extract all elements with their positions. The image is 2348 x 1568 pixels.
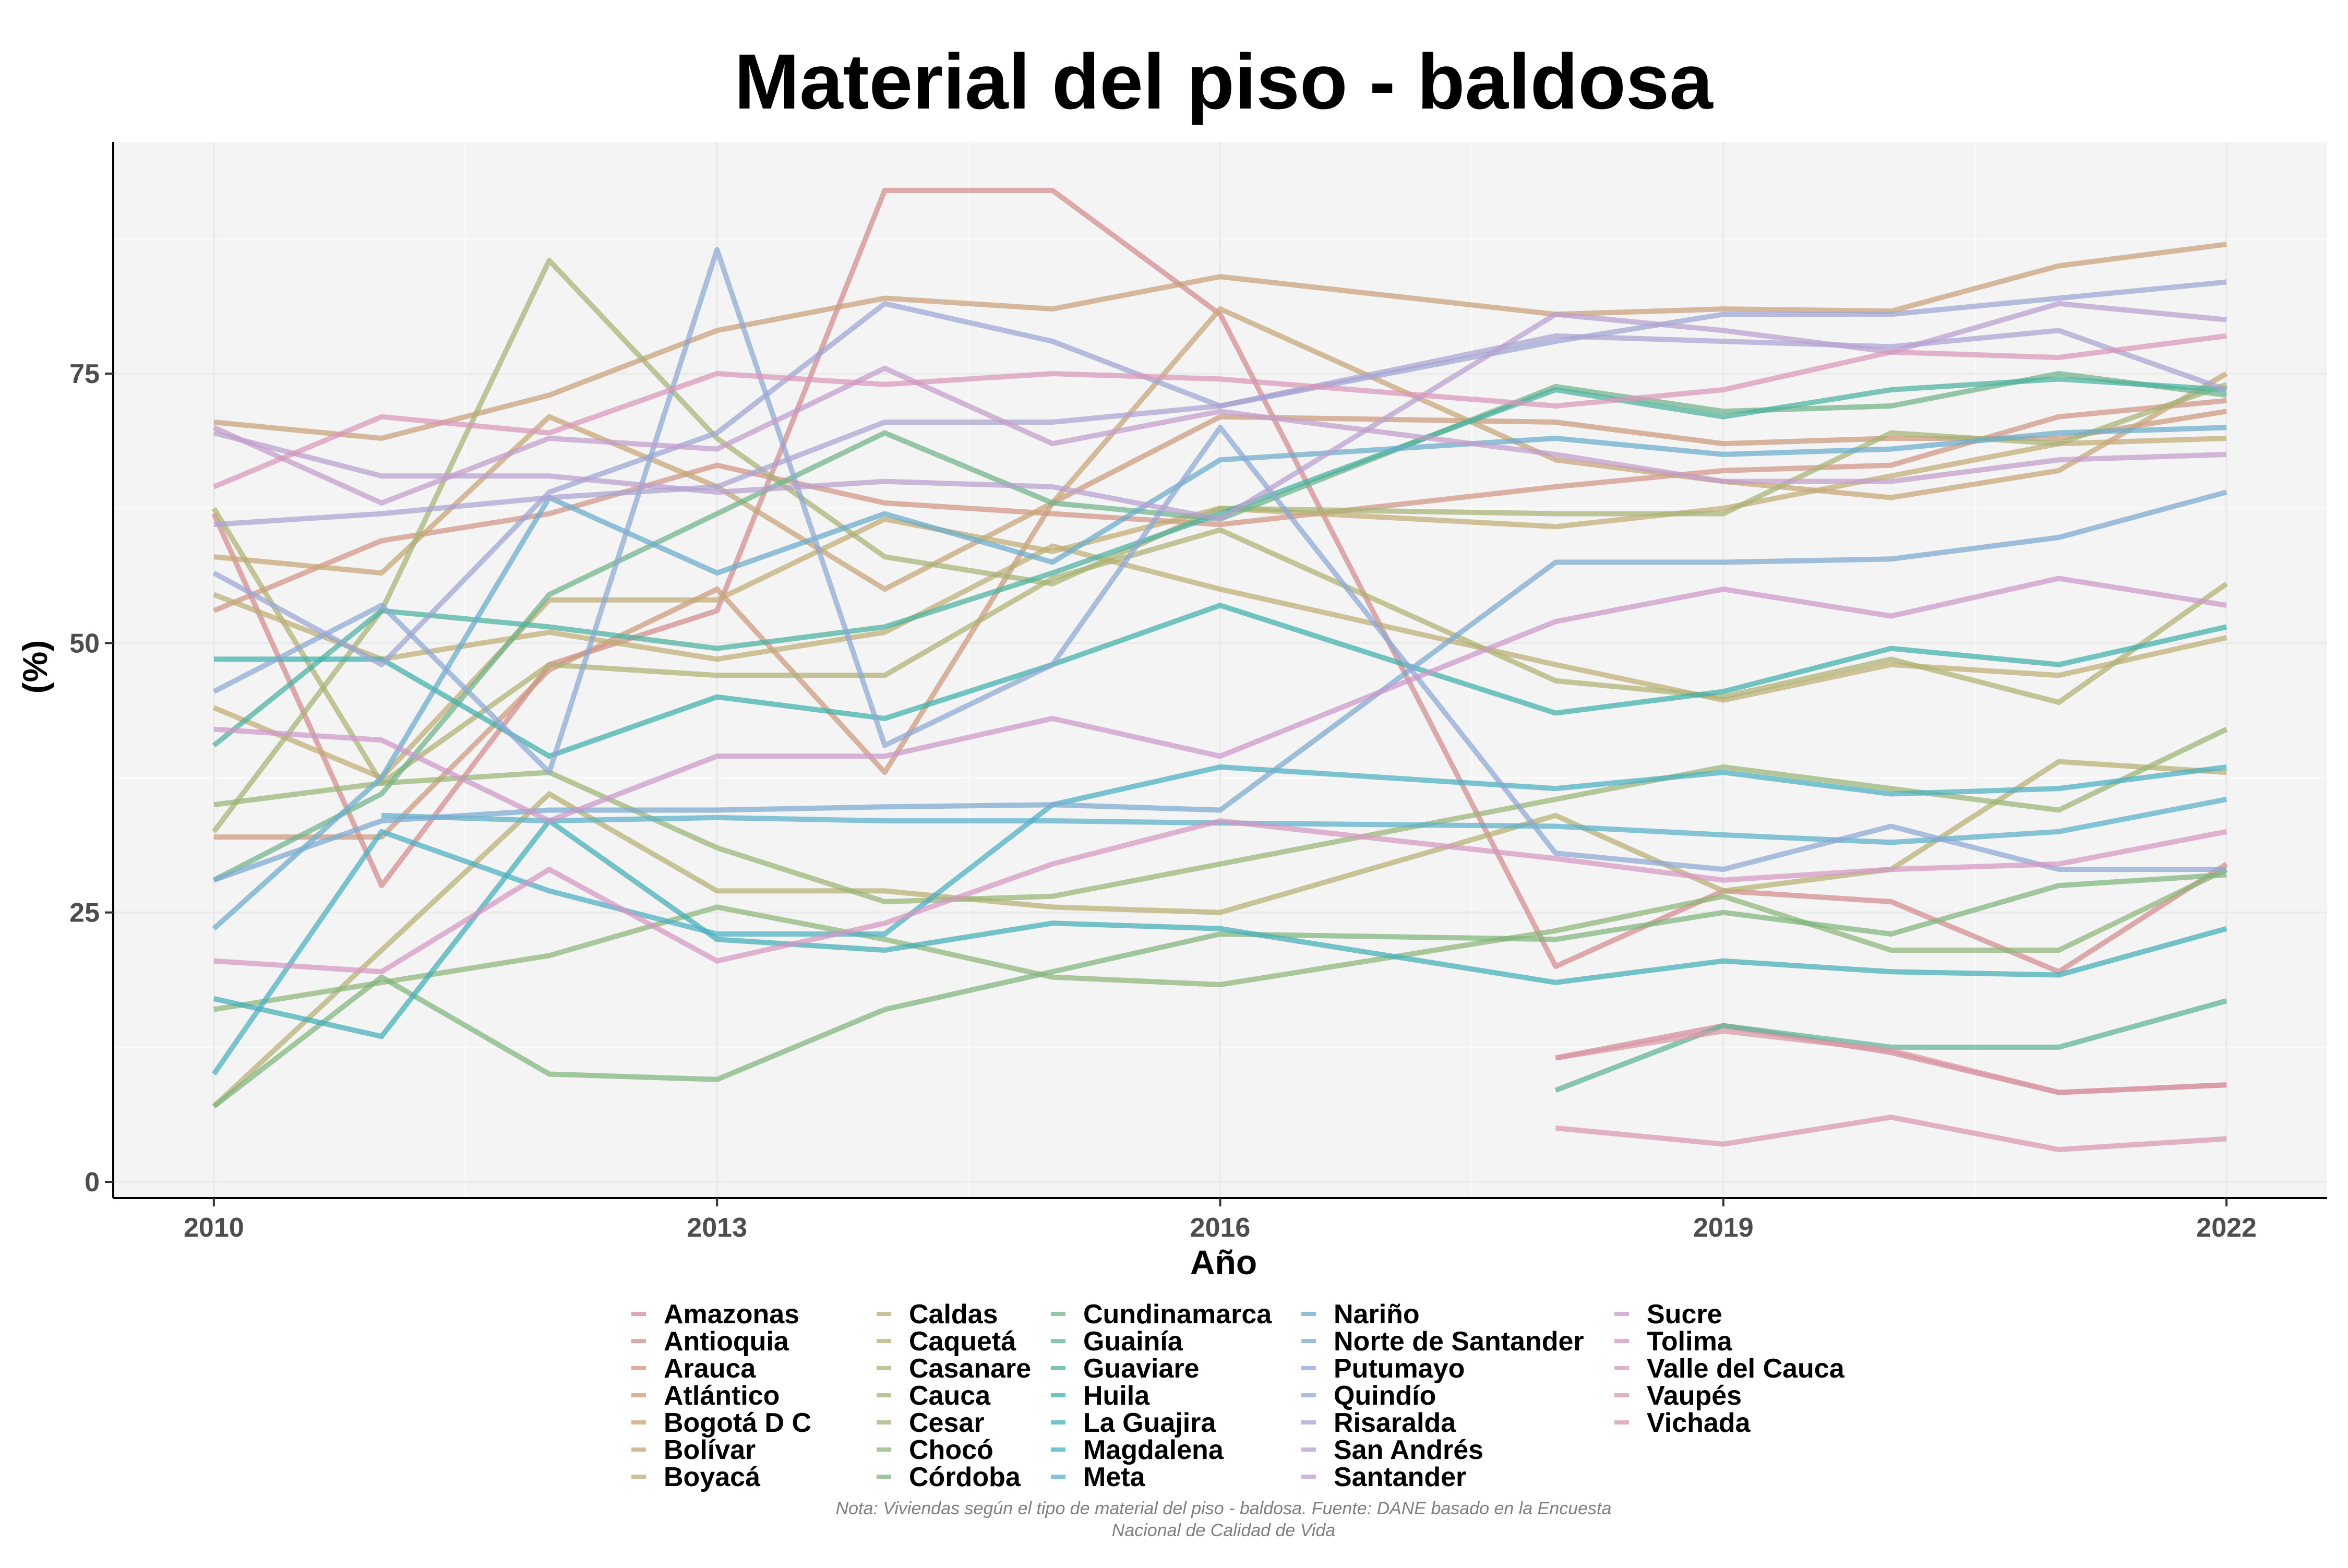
x-tick-label: 2016: [1190, 1213, 1251, 1243]
series-line-guainia: [1554, 998, 2227, 1093]
series-line-choco: [213, 867, 2228, 1012]
legend-label: Santander: [1334, 1462, 1466, 1492]
legend-label: Caldas: [909, 1299, 998, 1330]
legend-label: Risaralda: [1334, 1408, 1456, 1438]
note-line: Nota: Viviendas según el tipo de materia…: [836, 1499, 1612, 1518]
series-line-atlantico: [213, 409, 2227, 840]
series-line-bogota-d-c: [213, 242, 2227, 441]
series-line-vaupes: [1555, 1115, 2227, 1153]
x-tick-label: 2022: [2196, 1213, 2257, 1243]
legend-label: Córdoba: [909, 1462, 1021, 1492]
legend-label: Huila: [1083, 1381, 1150, 1411]
legend-label: Sucre: [1647, 1299, 1722, 1330]
legend-label: Magdalena: [1083, 1435, 1224, 1465]
x-tick-label: 2019: [1693, 1213, 1754, 1243]
legend-label: Meta: [1083, 1462, 1146, 1492]
legend-label: Guaviare: [1083, 1354, 1200, 1384]
legend-label: San Andrés: [1334, 1435, 1483, 1465]
legend-label: Cesar: [909, 1408, 985, 1438]
series-line-magdalena: [211, 764, 2227, 1076]
legend-label: Cundinamarca: [1083, 1299, 1272, 1330]
legend-label: Boyacá: [664, 1462, 761, 1492]
y-tick-label: 50: [69, 628, 100, 659]
legend-label: Bogotá D C: [664, 1408, 811, 1438]
legend-label: Valle del Cauca: [1647, 1354, 1845, 1384]
legend-label: Guainía: [1083, 1326, 1183, 1357]
series-line-sucre: [213, 576, 2227, 824]
x-axis-label: Año: [1190, 1243, 1257, 1282]
series-line-huila: [213, 603, 2227, 759]
legend-label: Quindío: [1334, 1381, 1436, 1411]
legend-label: Casanare: [909, 1354, 1031, 1384]
legend-label: Nariño: [1334, 1299, 1420, 1330]
series-line-quindio: [212, 279, 2227, 667]
legend-label: Antioquia: [664, 1326, 789, 1357]
legend-label: Cauca: [909, 1381, 991, 1411]
series-line-tolima: [213, 818, 2227, 975]
chart-title: Material del piso - baldosa: [734, 38, 1714, 125]
note: Nota: Viviendas según el tipo de materia…: [836, 1499, 1612, 1540]
series-line-norte-de-santander: [213, 489, 2227, 883]
series-lines: [211, 187, 2228, 1153]
y-tick-label: 0: [85, 1167, 100, 1198]
series-line-casanare: [211, 507, 2228, 786]
series-line-la-guajira: [213, 818, 2227, 1039]
series-line-valle-del-cauca: [212, 333, 2227, 489]
series-line-bolivar: [213, 306, 2228, 592]
series-line-santander: [212, 365, 2227, 506]
note-line: Nacional de Calidad de Vida: [1112, 1521, 1335, 1540]
legend-label: Vaupés: [1647, 1381, 1742, 1411]
legend-label: Arauca: [664, 1354, 756, 1384]
x-tick-label: 2010: [184, 1213, 244, 1243]
series-line-vichada: [1555, 1028, 2227, 1095]
legend-label: La Guajira: [1083, 1408, 1216, 1438]
series-line-narino: [212, 425, 2227, 931]
legend-label: Caquetá: [909, 1326, 1016, 1357]
legend-label: Putumayo: [1334, 1354, 1465, 1384]
axes: 0 25 50 75 2010 2013 2016 2019 2022: [69, 142, 2327, 1243]
x-tick-label: 2013: [687, 1213, 747, 1243]
legend-label: Norte de Santander: [1334, 1326, 1584, 1357]
series-line-cordoba: [212, 872, 2227, 1109]
legend-label: Tolima: [1647, 1326, 1733, 1357]
legend-label: Atlántico: [664, 1381, 780, 1411]
series-line-san-andres: [213, 301, 2227, 522]
y-tick-label: 75: [69, 359, 100, 389]
legend-label: Chocó: [909, 1435, 993, 1465]
y-tick-label: 25: [69, 898, 100, 928]
series-line-putumayo: [212, 247, 2227, 872]
legend-label: Amazonas: [664, 1299, 799, 1330]
legend-label: Vichada: [1647, 1408, 1751, 1438]
y-axis-label: (%): [16, 640, 54, 694]
legend-label: Bolívar: [664, 1435, 756, 1465]
